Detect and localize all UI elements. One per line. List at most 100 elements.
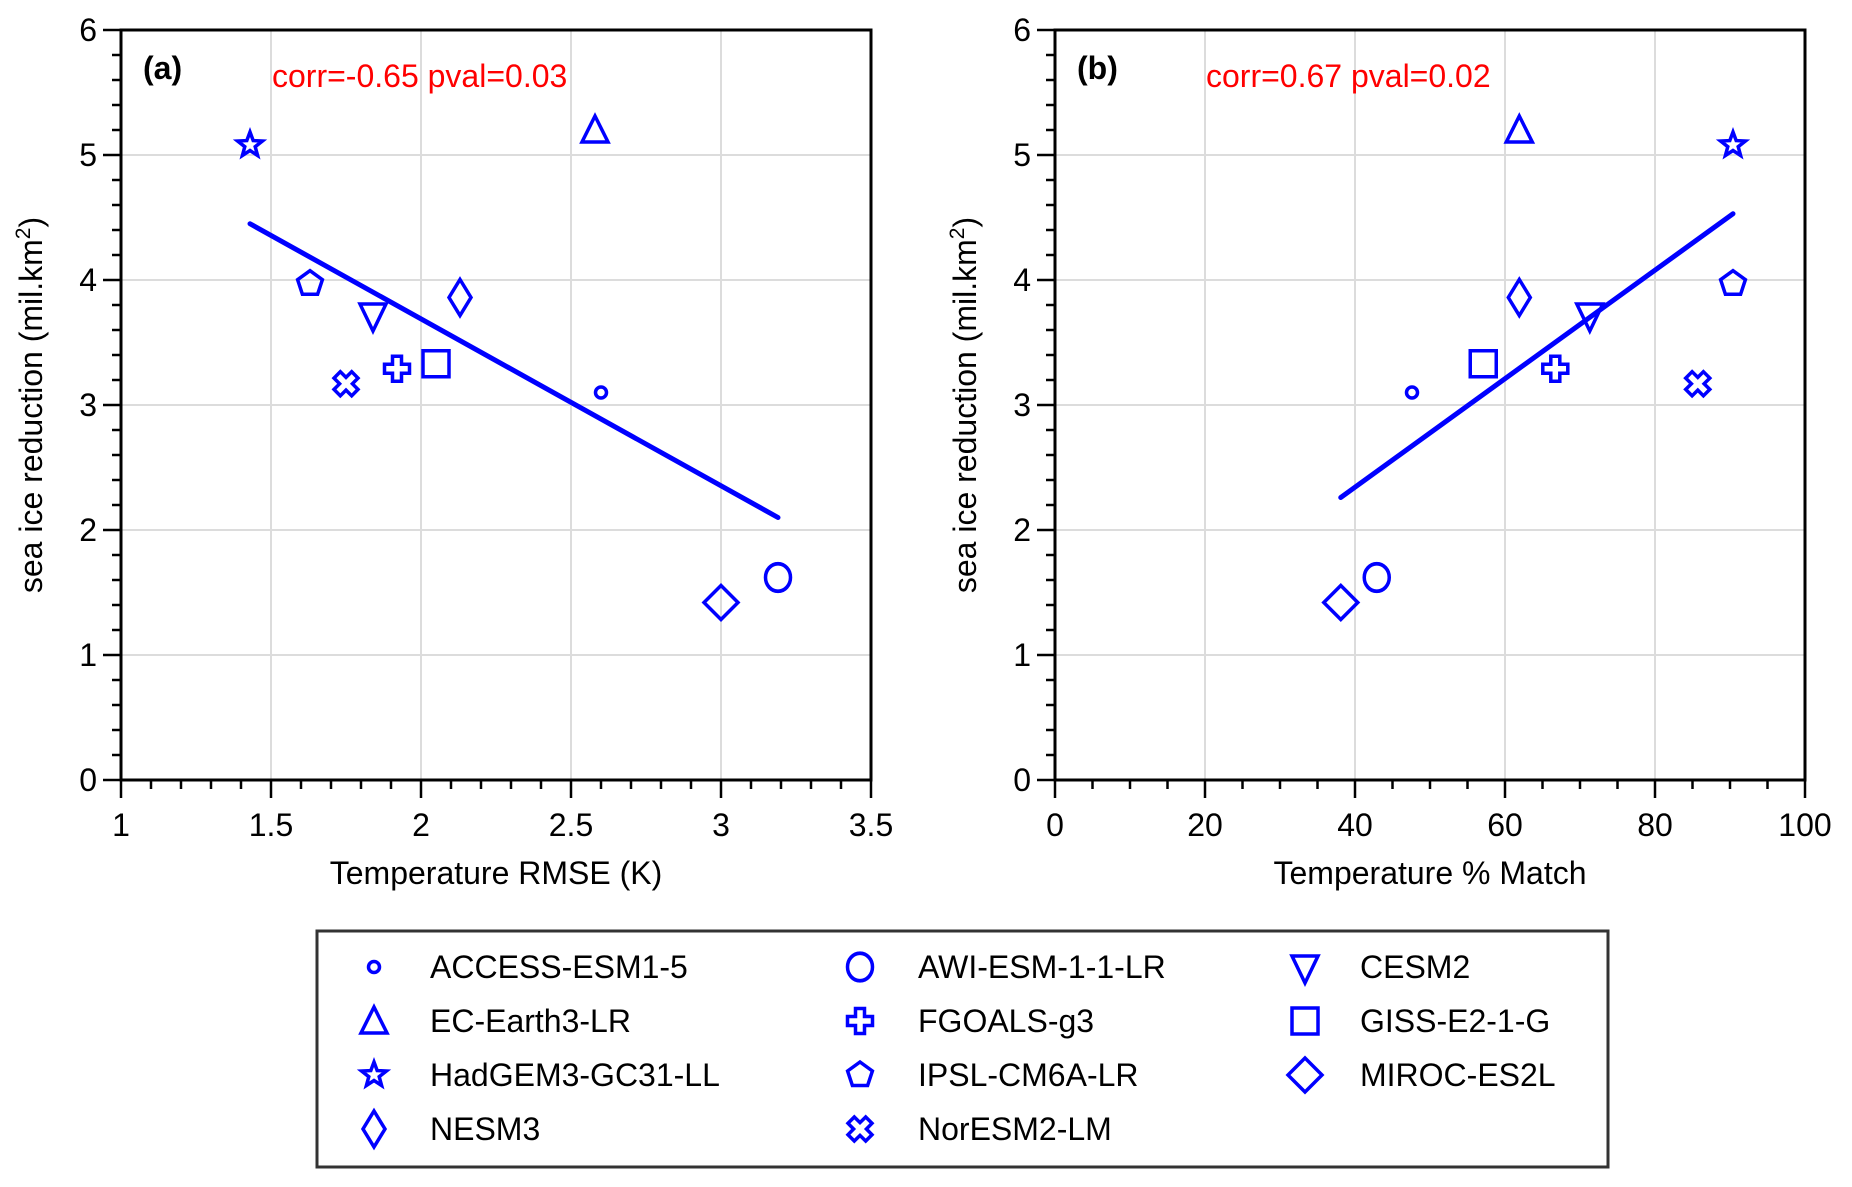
legend-item: NorESM2-LM bbox=[845, 1111, 1112, 1147]
thin-diamond-icon bbox=[360, 1107, 388, 1151]
x-tick-label: 60 bbox=[1487, 807, 1523, 843]
y-tick-label: 2 bbox=[1013, 512, 1031, 548]
y-tick-label: 0 bbox=[1013, 762, 1031, 798]
legend-label: CESM2 bbox=[1360, 949, 1470, 985]
data-point-giss-e2-1-g bbox=[421, 349, 451, 379]
legend-item: EC-Earth3-LR bbox=[358, 1003, 631, 1039]
y-tick-label: 5 bbox=[79, 137, 97, 173]
x-tick-label: 20 bbox=[1187, 807, 1223, 843]
y-axis-title-superscript: 2 bbox=[946, 228, 969, 240]
legend-label: MIROC-ES2L bbox=[1360, 1057, 1556, 1093]
x-tick-label: 2 bbox=[412, 807, 430, 843]
y-axis-title-main: sea ice reduction (mil.km bbox=[13, 239, 49, 593]
legend-item: GISS-E2-1-G bbox=[1290, 1003, 1550, 1039]
legend-label: FGOALS-g3 bbox=[918, 1003, 1094, 1039]
data-point-access-esm1-5 bbox=[593, 385, 609, 400]
x-tick-label: 3 bbox=[712, 807, 730, 843]
legend-label: GISS-E2-1-G bbox=[1360, 1003, 1550, 1039]
legend-label: HadGEM3-GC31-LL bbox=[430, 1057, 720, 1093]
y-tick-label: 3 bbox=[1013, 387, 1031, 423]
x-tick-label: 80 bbox=[1637, 807, 1673, 843]
legend-label: ACCESS-ESM1-5 bbox=[430, 949, 688, 985]
x-tick-label: 40 bbox=[1337, 807, 1373, 843]
legend-item: HadGEM3-GC31-LL bbox=[356, 1056, 720, 1093]
legend-item: AWI-ESM-1-1-LR bbox=[845, 949, 1166, 985]
y-axis-title-main: sea ice reduction (mil.km bbox=[947, 239, 983, 593]
x-tick-label: 1.5 bbox=[249, 807, 293, 843]
y-tick-label: 4 bbox=[1013, 262, 1031, 298]
data-point-cesm2 bbox=[1574, 302, 1606, 336]
data-point-noresm2-lm bbox=[331, 369, 361, 399]
data-point-hadgem3-gc31-ll bbox=[232, 126, 268, 160]
y-tick-label: 1 bbox=[1013, 637, 1031, 673]
small-circle-icon bbox=[366, 959, 382, 975]
data-point-noresm2-lm bbox=[1683, 369, 1713, 399]
y-tick-label: 6 bbox=[1013, 12, 1031, 48]
legend-item: ACCESS-ESM1-5 bbox=[366, 949, 688, 985]
y-axis-title-close: ) bbox=[947, 217, 983, 228]
legend-item: FGOALS-g3 bbox=[845, 1003, 1094, 1039]
square-icon bbox=[1290, 1006, 1320, 1036]
y-tick-label: 0 bbox=[79, 762, 97, 798]
pentagon-icon bbox=[845, 1059, 875, 1088]
data-point-nesm3 bbox=[1506, 276, 1533, 319]
data-point-cesm2 bbox=[357, 302, 389, 336]
star-icon bbox=[356, 1056, 392, 1090]
panel-b: 0 20 40 60 80 100 0 1 2 3 4 5 6 (b) corr=0.67 pval=0.0… bbox=[946, 12, 1832, 891]
y-axis-title: sea ice reduction (mil.km2) bbox=[946, 217, 983, 593]
x-tick-label: 1 bbox=[112, 807, 130, 843]
y-axis-title: sea ice reduction (mil.km2) bbox=[12, 217, 49, 593]
data-point-awi-esm-1-1-lr bbox=[763, 561, 793, 594]
data-point-fgoals-g3 bbox=[382, 354, 412, 384]
data-point-access-esm1-5 bbox=[1404, 385, 1420, 400]
x-tick-label: 0 bbox=[1046, 807, 1064, 843]
data-point-awi-esm-1-1-lr bbox=[1362, 561, 1391, 594]
legend-item: NESM3 bbox=[360, 1107, 540, 1151]
data-point-giss-e2-1-g bbox=[1468, 349, 1498, 379]
legend-item: MIROC-ES2L bbox=[1285, 1055, 1556, 1095]
x-axis-title: Temperature % Match bbox=[1273, 855, 1586, 891]
y-axis-title-close: ) bbox=[13, 217, 49, 228]
correlation-annotation: corr=-0.65 pval=0.03 bbox=[272, 58, 567, 94]
regression-line bbox=[247, 221, 781, 520]
legend-label: NorESM2-LM bbox=[918, 1111, 1112, 1147]
legend-item: IPSL-CM6A-LR bbox=[845, 1057, 1139, 1093]
diamond-icon bbox=[1285, 1055, 1325, 1095]
legend-label: AWI-ESM-1-1-LR bbox=[918, 949, 1166, 985]
legend-box bbox=[315, 929, 1610, 1169]
y-tick-label: 3 bbox=[79, 387, 97, 423]
legend-label: IPSL-CM6A-LR bbox=[918, 1057, 1139, 1093]
x-tick-label: 100 bbox=[1778, 807, 1831, 843]
plot-frame bbox=[1053, 28, 1807, 782]
y-tick-label: 4 bbox=[79, 262, 97, 298]
circle-icon bbox=[845, 951, 875, 983]
panel-label: (b) bbox=[1077, 50, 1118, 86]
data-point-hadgem3-gc31-ll bbox=[1715, 126, 1751, 160]
data-point-miroc-es2l bbox=[1321, 583, 1361, 622]
data-point-ec-earth3-lr bbox=[1503, 112, 1536, 144]
triangle-down-icon bbox=[1289, 954, 1321, 988]
panel-label: (a) bbox=[143, 50, 182, 86]
regression-line bbox=[1338, 211, 1736, 500]
triangle-up-icon bbox=[358, 1003, 390, 1035]
legend-label: NESM3 bbox=[430, 1111, 540, 1147]
plus-icon bbox=[845, 1006, 875, 1036]
x-tick-label: 2.5 bbox=[549, 807, 593, 843]
data-point-ipsl-cm6a-lr bbox=[295, 268, 325, 297]
y-tick-label: 2 bbox=[79, 512, 97, 548]
y-tick-label: 6 bbox=[79, 12, 97, 48]
data-point-nesm3 bbox=[446, 276, 474, 319]
plot-frame bbox=[119, 28, 873, 782]
data-point-ipsl-cm6a-lr bbox=[1718, 268, 1748, 297]
legend: ACCESS-ESM1-5 EC-Earth3-LR HadGEM3-GC31-LL… bbox=[315, 929, 1610, 1169]
y-tick-label: 5 bbox=[1013, 137, 1031, 173]
y-tick-label: 1 bbox=[79, 637, 97, 673]
correlation-annotation: corr=0.67 pval=0.02 bbox=[1206, 58, 1491, 94]
x-cross-icon bbox=[845, 1114, 875, 1144]
legend-item: CESM2 bbox=[1289, 949, 1470, 988]
x-tick-label: 3.5 bbox=[849, 807, 893, 843]
data-point-miroc-es2l bbox=[701, 583, 741, 622]
data-point-ec-earth3-lr bbox=[579, 112, 611, 144]
